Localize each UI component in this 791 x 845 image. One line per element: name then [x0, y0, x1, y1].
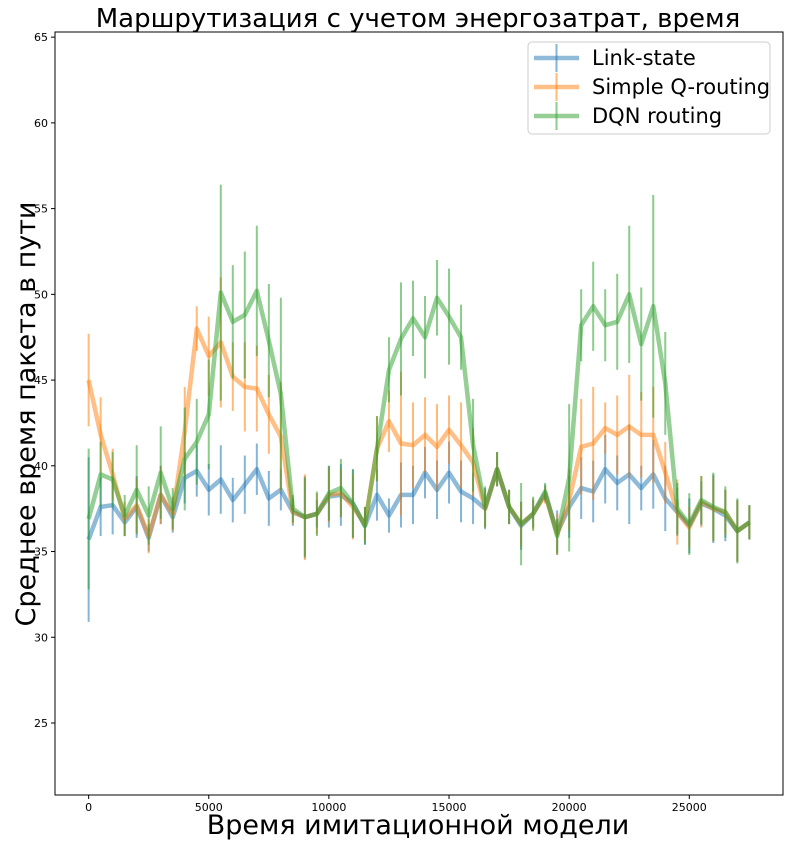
- y-tick-label: 65: [34, 31, 48, 44]
- series-line: [86, 326, 751, 539]
- y-axis-title: Среднее время пакета в пути: [11, 202, 42, 627]
- y-tick-label: 30: [34, 631, 48, 644]
- y-tick-label: 55: [34, 203, 48, 216]
- y-tick-label: 25: [34, 717, 48, 730]
- plot-area: [86, 184, 751, 622]
- legend-box: [527, 41, 771, 135]
- y-tick-label: 50: [34, 288, 48, 301]
- legend: Link-state Simple Q-routing DQN routing: [527, 41, 771, 135]
- legend-label: DQN routing: [592, 104, 722, 128]
- axes: 0 5000 10000 15000 20000 25000 25 30 35 40 45 50 55 6…: [34, 31, 784, 814]
- y-tick-label: 45: [34, 374, 48, 387]
- x-tick-label: 25000: [672, 801, 707, 814]
- series-line: [86, 466, 751, 541]
- x-tick-label: 5000: [195, 801, 223, 814]
- chart-title: Маршрутизация с учетом энергозатрат, вре…: [96, 4, 741, 34]
- series-line: [86, 288, 751, 539]
- legend-label: Link-state: [592, 46, 696, 70]
- y-tick-label: 35: [34, 546, 48, 559]
- plot-frame: [54, 31, 784, 796]
- y-tick-label: 60: [34, 117, 48, 130]
- y-tick-label: 40: [34, 460, 48, 473]
- series-2: [86, 184, 751, 590]
- x-tick-label: 10000: [311, 801, 346, 814]
- x-tick-label: 20000: [552, 801, 587, 814]
- x-tick-label: 15000: [432, 801, 467, 814]
- x-axis-title: Время имитационной модели: [207, 810, 630, 841]
- x-tick-label: 0: [85, 801, 92, 814]
- legend-label: Simple Q-routing: [592, 75, 770, 99]
